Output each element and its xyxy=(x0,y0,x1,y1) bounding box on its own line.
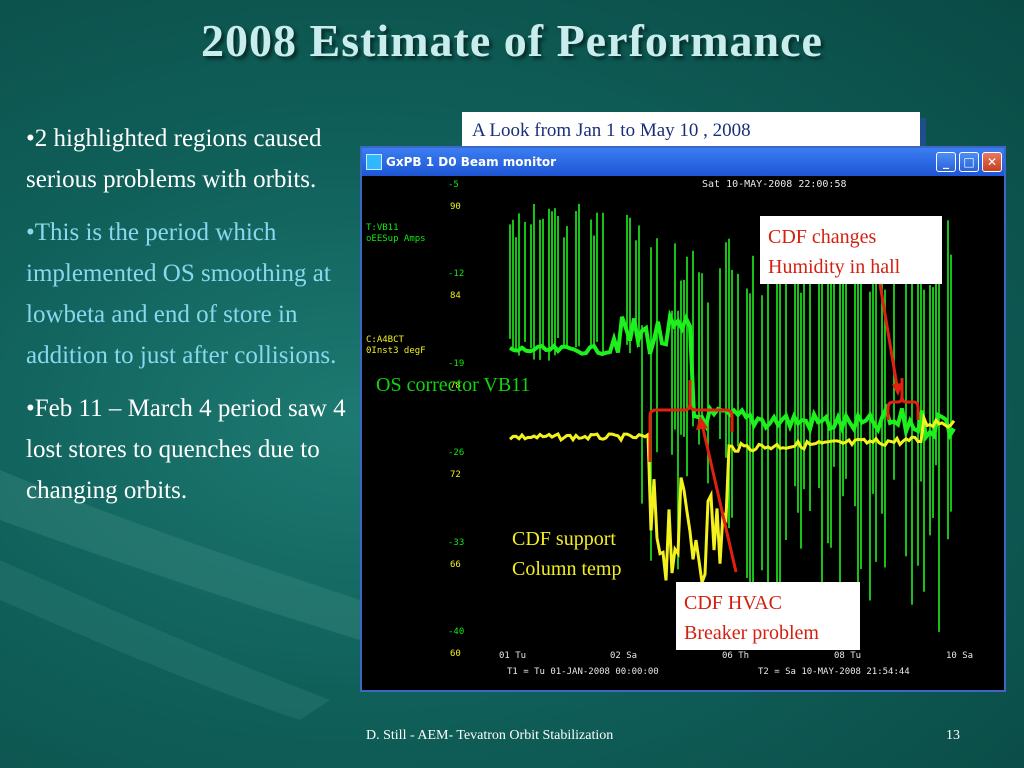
x-tick: 08 Tu xyxy=(834,651,861,661)
channel2-name: C:A4BCT xyxy=(366,335,405,345)
annotation-line: Breaker problem xyxy=(684,622,819,644)
annotation-line: Humidity in hall xyxy=(768,256,901,278)
y2-tick: 72 xyxy=(450,470,461,480)
slide-title: 2008 Estimate of Performance xyxy=(201,15,823,66)
app-icon[interactable] xyxy=(366,154,382,170)
window-title: GxPB 1 D0 Beam monitor xyxy=(386,155,557,169)
y2-tick: 78 xyxy=(450,381,461,391)
y1-tick: -5 xyxy=(448,180,459,190)
y2-tick: 60 xyxy=(450,649,461,659)
bullet-item-1: •2 highlighted regions caused serious pr… xyxy=(26,125,322,193)
hvac-arrow xyxy=(700,423,738,573)
maximize-button[interactable]: □ xyxy=(959,152,979,172)
bullet-item-2: •This is the period which implemented OS… xyxy=(26,219,337,369)
y2-tick: 66 xyxy=(450,560,461,570)
yellow-series xyxy=(508,412,956,584)
x-tick: 01 Tu xyxy=(499,651,526,661)
minimize-button[interactable]: _ xyxy=(936,152,956,172)
humidity-arrow xyxy=(878,283,900,393)
y1-tick: -40 xyxy=(448,627,464,637)
bullet-item-3: •Feb 11 – March 4 period saw 4 lost stor… xyxy=(26,395,346,504)
page-number: 13 xyxy=(946,728,960,743)
annotation-line: CDF changes xyxy=(768,226,877,248)
annotation-line: CDF support xyxy=(512,528,616,550)
x-tick: 10 Sa xyxy=(946,651,973,661)
y2-tick: 84 xyxy=(450,291,461,301)
y2-tick: 90 xyxy=(450,202,461,212)
channel2-desc: 0Inst3 degF xyxy=(366,346,426,356)
highlight-bracket-right xyxy=(886,378,920,420)
y1-tick: -12 xyxy=(448,269,464,279)
channel1-name: T:VB11 xyxy=(366,223,399,233)
bullet-list: •2 highlighted regions caused serious pr… xyxy=(26,118,346,523)
plot-timestamp: Sat 10-MAY-2008 22:00:58 xyxy=(702,179,847,190)
window-titlebar[interactable]: GxPB 1 D0 Beam monitor _ □ ✕ xyxy=(362,148,1004,176)
channel1-desc: oEESup Amps xyxy=(366,234,426,244)
y1-tick: -26 xyxy=(448,448,464,458)
os-corrector-label: OS corrector VB11 xyxy=(376,374,531,396)
t1-label: T1 = Tu 01-JAN-2008 00:00:00 xyxy=(507,667,659,677)
humidity-arrowhead xyxy=(892,383,903,396)
chart-caption-box: A Look from Jan 1 to May 10 , 2008 xyxy=(462,112,920,152)
hvac-arrowhead xyxy=(696,416,708,430)
cdf-humidity-annotation: CDF changes Humidity in hall xyxy=(760,216,942,284)
cdf-support-annotation: CDF support Column temp xyxy=(512,524,621,584)
t2-label: T2 = Sa 10-MAY-2008 21:54:44 xyxy=(758,667,910,677)
y1-tick: -19 xyxy=(448,359,464,369)
slide-footer: D. Still - AEM- Tevatron Orbit Stabiliza… xyxy=(366,728,614,743)
annotation-line: Column temp xyxy=(512,558,622,580)
highlight-bracket-left xyxy=(648,380,734,462)
x-tick: 06 Th xyxy=(722,651,749,661)
annotation-line: CDF HVAC xyxy=(684,592,782,614)
cdf-hvac-annotation: CDF HVAC Breaker problem xyxy=(676,582,860,650)
x-tick: 02 Sa xyxy=(610,651,637,661)
close-button[interactable]: ✕ xyxy=(982,152,1002,172)
y1-tick: -33 xyxy=(448,538,464,548)
